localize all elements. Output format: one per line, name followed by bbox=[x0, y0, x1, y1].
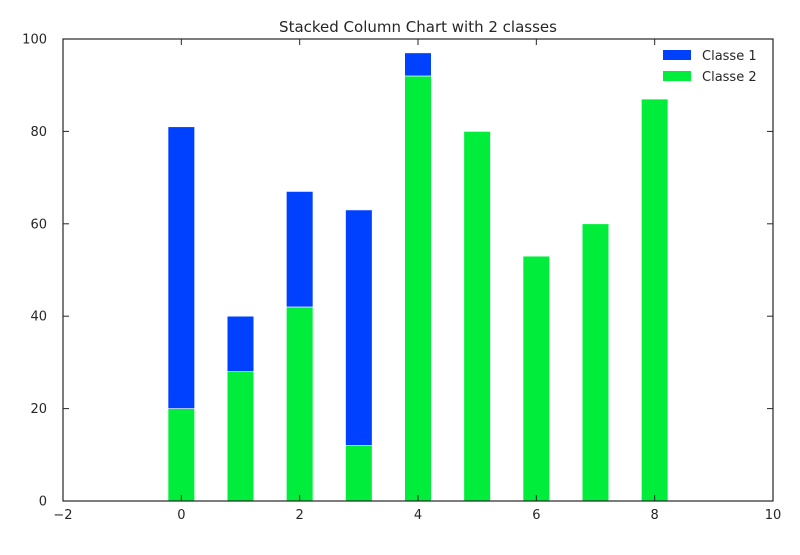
x-tick-label: 2 bbox=[296, 508, 304, 523]
legend-swatch bbox=[663, 50, 691, 60]
chart-title: Stacked Column Chart with 2 classes bbox=[279, 18, 557, 36]
bars-group bbox=[167, 52, 669, 502]
bar-series-0-x6 bbox=[522, 255, 550, 502]
bar-series-0-x2 bbox=[286, 306, 314, 502]
bar-series-1-x0 bbox=[167, 126, 195, 409]
legend-label: Classe 2 bbox=[702, 70, 757, 85]
bar-series-0-x4 bbox=[404, 75, 432, 502]
y-tick-label: 0 bbox=[39, 495, 47, 510]
bar-series-0-x0 bbox=[167, 408, 195, 502]
x-tick-label: 8 bbox=[651, 508, 659, 523]
bar-series-1-x3 bbox=[345, 209, 373, 446]
y-tick-label: 80 bbox=[30, 125, 47, 140]
y-tick-label: 20 bbox=[30, 402, 47, 417]
bar-series-1-x2 bbox=[286, 191, 314, 308]
bar-series-0-x3 bbox=[345, 445, 373, 502]
legend-swatch bbox=[663, 71, 691, 81]
bar-series-1-x1 bbox=[226, 315, 255, 372]
bar-series-0-x1 bbox=[226, 371, 255, 502]
bar-series-0-x5 bbox=[463, 131, 491, 502]
y-tick-label: 40 bbox=[30, 310, 47, 325]
legend: Classe 1 Classe 2 bbox=[663, 49, 757, 85]
legend-label: Classe 1 bbox=[702, 49, 757, 64]
bar-series-0-x7 bbox=[581, 223, 610, 502]
y-tick-label: 60 bbox=[30, 217, 47, 232]
x-tick-label: −2 bbox=[53, 508, 72, 523]
x-tick-label: 4 bbox=[414, 508, 422, 523]
bar-series-1-x4 bbox=[404, 52, 432, 77]
x-tick-label: 0 bbox=[177, 508, 185, 523]
x-tick-label: 6 bbox=[532, 508, 540, 523]
x-tick-label: 10 bbox=[765, 508, 782, 523]
y-tick-label: 100 bbox=[22, 33, 47, 48]
bar-series-0-x8 bbox=[641, 98, 669, 502]
